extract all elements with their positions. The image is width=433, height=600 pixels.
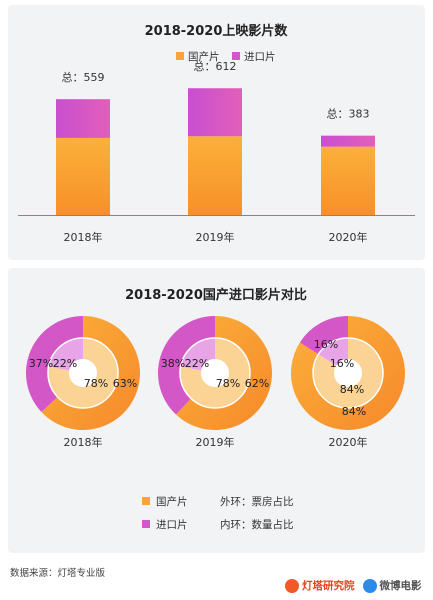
bar-legend: 国产片 进口片 bbox=[176, 50, 276, 63]
outer-imported-label-0: 37% bbox=[29, 357, 53, 370]
bar-imported-0 bbox=[56, 99, 110, 138]
ring-note-outer: 外环：票房占比 bbox=[220, 495, 294, 508]
x-tick-label-0: 2018年 bbox=[64, 230, 103, 244]
bar-total-label-0: 总：559 bbox=[62, 70, 105, 84]
inner-domestic-slice-1 bbox=[180, 338, 251, 408]
inner-imported-slice-1 bbox=[180, 338, 215, 371]
bar-total-label-1: 总：612 bbox=[194, 59, 237, 73]
donut-0: 37% 22% 78% 63% bbox=[26, 316, 140, 430]
bar-domestic-1 bbox=[188, 136, 242, 215]
x-tick-label-2: 2020年 bbox=[329, 230, 368, 244]
inner-imported-label-2: 16% bbox=[330, 357, 354, 370]
donut-legend-swatch-domestic bbox=[142, 497, 150, 505]
outer-imported-slice-2 bbox=[299, 316, 348, 355]
weibo-logo-text: 微博电影 bbox=[379, 580, 422, 592]
donut-year-label-2: 2020年 bbox=[329, 435, 368, 449]
outer-domestic-label-1: 62% bbox=[245, 377, 269, 390]
footer-logos: 灯塔研究院 微博电影 bbox=[285, 578, 422, 593]
dengta-logo: 灯塔研究院 bbox=[285, 578, 355, 593]
outer-domestic-label-0: 63% bbox=[113, 377, 137, 390]
bar-total-label-2: 总：383 bbox=[327, 107, 370, 121]
outer-domestic-slice-2 bbox=[290, 316, 406, 430]
donut-year-label-1: 2019年 bbox=[196, 435, 235, 449]
inner-imported-slice-2 bbox=[318, 338, 348, 366]
inner-imported-slice-0 bbox=[48, 338, 83, 371]
outer-domestic-label-2: 84% bbox=[342, 405, 366, 418]
donut-hole-1 bbox=[201, 359, 229, 387]
outer-domestic-slice-1 bbox=[175, 316, 273, 430]
donut-2: 16% 16% 84% 84% bbox=[290, 316, 406, 430]
inner-domestic-label-2: 84% bbox=[340, 383, 364, 396]
legend-swatch-domestic bbox=[176, 52, 184, 60]
donut-legend-label-imported: 进口片 bbox=[156, 518, 188, 531]
bar-imported-2 bbox=[321, 135, 375, 147]
donut-legend-swatch-imported bbox=[142, 520, 150, 528]
inner-domestic-label-0: 78% bbox=[84, 377, 108, 390]
weibo-logo: 微博电影 bbox=[362, 578, 422, 593]
outer-imported-slice-0 bbox=[26, 316, 83, 413]
legend-swatch-imported bbox=[232, 52, 240, 60]
inner-domestic-label-1: 78% bbox=[216, 377, 240, 390]
outer-domestic-slice-0 bbox=[41, 316, 140, 430]
bar-domestic-2 bbox=[321, 146, 375, 215]
donut-legend-label-domestic: 国产片 bbox=[156, 495, 188, 508]
dengta-logo-text: 灯塔研究院 bbox=[302, 580, 355, 592]
inner-domestic-slice-2 bbox=[313, 338, 383, 408]
dengta-logo-icon bbox=[285, 578, 299, 593]
legend-label-imported: 进口片 bbox=[244, 50, 276, 63]
donut-chart-panel: 2018-2020国产进口影片对比 37% 22% 78% 63% 2018年 38% 22%… bbox=[8, 268, 425, 553]
donut-hole-2 bbox=[334, 359, 362, 387]
weibo-logo-icon bbox=[362, 578, 377, 593]
bar-chart-title: 2018-2020上映影片数 bbox=[145, 23, 289, 39]
donut-hole-0 bbox=[69, 359, 97, 387]
legend-label-domestic: 国产片 bbox=[188, 50, 220, 63]
data-source-note: 数据来源：灯塔专业版 bbox=[10, 568, 106, 579]
donut-year-label-0: 2018年 bbox=[64, 435, 103, 449]
donut-1: 38% 22% 78% 62% bbox=[158, 316, 273, 430]
bar-domestic-0 bbox=[56, 137, 110, 215]
bar-imported-1 bbox=[188, 88, 242, 137]
outer-imported-label-2: 16% bbox=[314, 338, 338, 351]
donut-chart-title: 2018-2020国产进口影片对比 bbox=[125, 287, 307, 303]
x-tick-label-1: 2019年 bbox=[196, 230, 235, 244]
ring-note-inner: 内环：数量占比 bbox=[220, 518, 294, 531]
inner-imported-label-1: 22% bbox=[185, 357, 209, 370]
bar-chart-panel: 2018-2020上映影片数国产片 进口片总：559 2018年 总：612 2019年… bbox=[8, 5, 425, 260]
inner-imported-label-0: 22% bbox=[53, 357, 77, 370]
inner-domestic-slice-0 bbox=[47, 338, 119, 408]
outer-imported-label-1: 38% bbox=[161, 357, 185, 370]
